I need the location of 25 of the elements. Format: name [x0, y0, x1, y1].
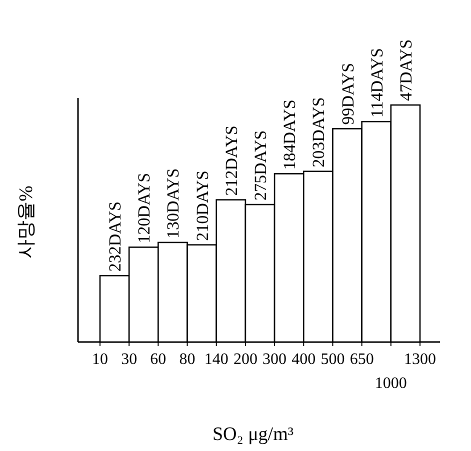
annotation: 114DAYS: [367, 48, 386, 118]
text: 1300: [404, 351, 436, 368]
text: 650: [350, 351, 374, 368]
y-axis-title: 사망율%: [16, 185, 37, 258]
annotation: 203DAYS: [309, 97, 328, 168]
annotation: 130DAYS: [164, 168, 183, 238]
text: 80: [179, 351, 196, 368]
text: 300: [262, 351, 287, 368]
text: 1000: [374, 375, 407, 392]
text: 30: [121, 351, 138, 368]
annotation: 275DAYS: [251, 130, 270, 201]
text: 60: [150, 351, 166, 368]
text: 200: [233, 351, 258, 368]
text: 140: [204, 351, 228, 368]
annotation: 99DAYS: [338, 62, 358, 125]
annotation: 210DAYS: [192, 170, 212, 241]
text: 400: [292, 351, 316, 368]
x-axis-title: SO₂ μg/m³: [212, 424, 294, 445]
annotation: 120DAYS: [134, 172, 154, 244]
annotation: 212DAYS: [222, 126, 241, 196]
annotation: 232DAYS: [106, 201, 125, 272]
annotation: 184DAYS: [280, 99, 300, 170]
text: 10: [92, 351, 108, 368]
text: 500: [320, 351, 345, 368]
text: 47DAYS: [396, 39, 416, 101]
